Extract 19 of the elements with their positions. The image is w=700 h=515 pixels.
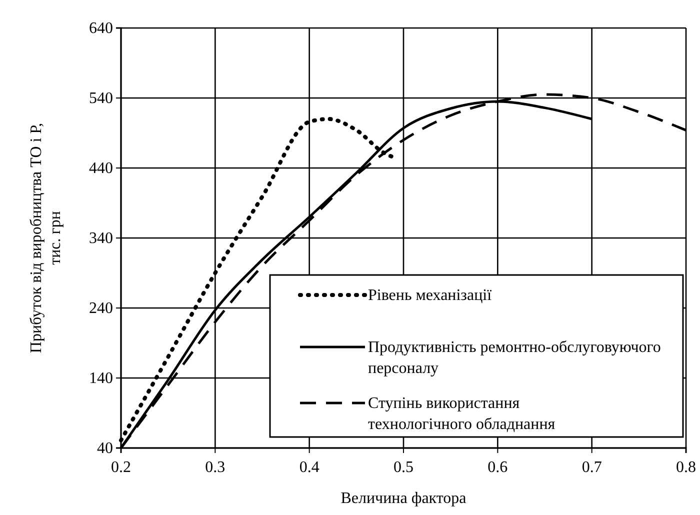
y-tick-label: 640 [89, 20, 113, 38]
y-tick-label: 440 [89, 160, 113, 178]
x-tick-label: 0.3 [205, 459, 226, 476]
x-tick-label: 0.5 [394, 459, 414, 476]
y-tick-label: 140 [89, 370, 113, 388]
x-tick-label: 0.6 [488, 459, 508, 476]
legend-label: Ступінь використання технологічного обладнання [368, 395, 556, 433]
x-tick-label: 0.8 [676, 459, 696, 476]
x-axis-title: Величина фактора [340, 490, 466, 507]
y-tick-label: 40 [97, 440, 113, 458]
y-axis-title: Прибуток від виробництва ТО і Р, тис. грн [28, 122, 64, 354]
legend-label: Продуктивність ремонтно-обслуговуючого персоналу [368, 339, 661, 377]
x-tick-label: 0.2 [111, 459, 131, 476]
x-tick-label: 0.4 [299, 459, 320, 476]
x-tick-label: 0.7 [582, 459, 602, 476]
y-tick-label: 540 [89, 90, 113, 108]
legend-label: Рівень механізації [368, 287, 492, 304]
y-tick-label: 240 [89, 300, 113, 318]
y-tick-label: 340 [89, 230, 113, 248]
